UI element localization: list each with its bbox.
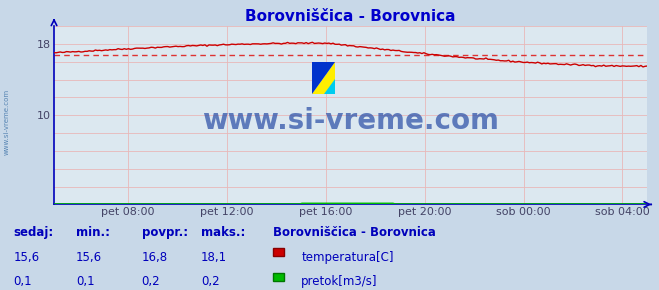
Polygon shape — [312, 62, 335, 94]
Text: 15,6: 15,6 — [13, 251, 40, 264]
Text: sedaj:: sedaj: — [13, 226, 53, 239]
Text: 16,8: 16,8 — [142, 251, 168, 264]
Text: min.:: min.: — [76, 226, 110, 239]
Text: 0,1: 0,1 — [13, 276, 32, 289]
Text: 0,2: 0,2 — [142, 276, 160, 289]
Text: 15,6: 15,6 — [76, 251, 102, 264]
Text: pretok[m3/s]: pretok[m3/s] — [301, 276, 378, 289]
Text: 18,1: 18,1 — [201, 251, 227, 264]
Text: 0,1: 0,1 — [76, 276, 94, 289]
Text: maks.:: maks.: — [201, 226, 245, 239]
Polygon shape — [312, 62, 335, 94]
Text: www.si-vreme.com: www.si-vreme.com — [3, 89, 10, 155]
Text: Borovniščica - Borovnica: Borovniščica - Borovnica — [273, 226, 436, 239]
Text: 0,2: 0,2 — [201, 276, 219, 289]
Title: Borovniščica - Borovnica: Borovniščica - Borovnica — [245, 8, 456, 23]
Text: www.si-vreme.com: www.si-vreme.com — [202, 107, 499, 135]
Polygon shape — [324, 79, 335, 94]
Text: povpr.:: povpr.: — [142, 226, 188, 239]
Text: temperatura[C]: temperatura[C] — [301, 251, 393, 264]
